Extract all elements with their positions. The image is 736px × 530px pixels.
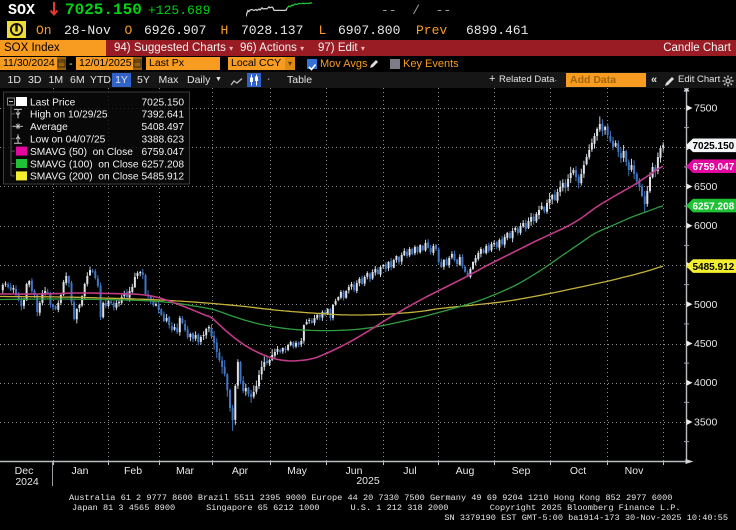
svg-text:7392.641: 7392.641 xyxy=(142,110,185,121)
svg-text:6759.047: 6759.047 xyxy=(142,147,185,158)
svg-text:3388.623: 3388.623 xyxy=(142,135,185,146)
svg-text:Nov: Nov xyxy=(625,465,644,477)
svg-text:Apr: Apr xyxy=(232,465,249,477)
svg-text:Average: Average xyxy=(30,122,68,133)
svg-text:6500: 6500 xyxy=(694,181,718,193)
svg-text:Oct: Oct xyxy=(570,465,586,477)
svg-text:4000: 4000 xyxy=(694,377,718,389)
svg-text:5000: 5000 xyxy=(694,299,718,311)
svg-text:6257.208: 6257.208 xyxy=(693,201,735,212)
svg-text:3500: 3500 xyxy=(694,417,718,429)
svg-text:Dec: Dec xyxy=(15,465,34,477)
svg-text:Low on 04/07/25: Low on 04/07/25 xyxy=(30,135,106,146)
svg-text:SMAVG (200) on Close: SMAVG (200) on Close xyxy=(30,172,139,183)
svg-text:Last Price: Last Price xyxy=(30,97,76,108)
svg-text:Jul: Jul xyxy=(403,465,416,477)
svg-text:6257.208: 6257.208 xyxy=(142,159,185,170)
svg-text:7025.150: 7025.150 xyxy=(142,97,185,108)
svg-text:2025: 2025 xyxy=(356,475,380,487)
svg-text:2024: 2024 xyxy=(15,476,39,488)
svg-text:7500: 7500 xyxy=(694,103,718,115)
svg-text:5485.912: 5485.912 xyxy=(693,262,735,273)
svg-text:Jan: Jan xyxy=(72,465,89,477)
svg-text:Aug: Aug xyxy=(456,465,475,477)
svg-text:High on 10/29/25: High on 10/29/25 xyxy=(30,110,108,121)
svg-text:May: May xyxy=(287,465,308,477)
svg-text:Sep: Sep xyxy=(512,465,531,477)
svg-text:5485.912: 5485.912 xyxy=(142,172,185,183)
svg-text:7025.150: 7025.150 xyxy=(693,141,735,152)
svg-text:Mar: Mar xyxy=(176,465,195,477)
svg-text:SMAVG (100) on Close: SMAVG (100) on Close xyxy=(30,159,139,170)
svg-text:Feb: Feb xyxy=(124,465,142,477)
svg-text:6000: 6000 xyxy=(694,220,718,232)
svg-text:SMAVG (50) on Close: SMAVG (50) on Close xyxy=(30,147,133,158)
svg-text:4500: 4500 xyxy=(694,338,718,350)
svg-text:Jun: Jun xyxy=(346,465,363,477)
svg-text:5408.497: 5408.497 xyxy=(142,122,185,133)
svg-text:6759.047: 6759.047 xyxy=(693,162,735,173)
